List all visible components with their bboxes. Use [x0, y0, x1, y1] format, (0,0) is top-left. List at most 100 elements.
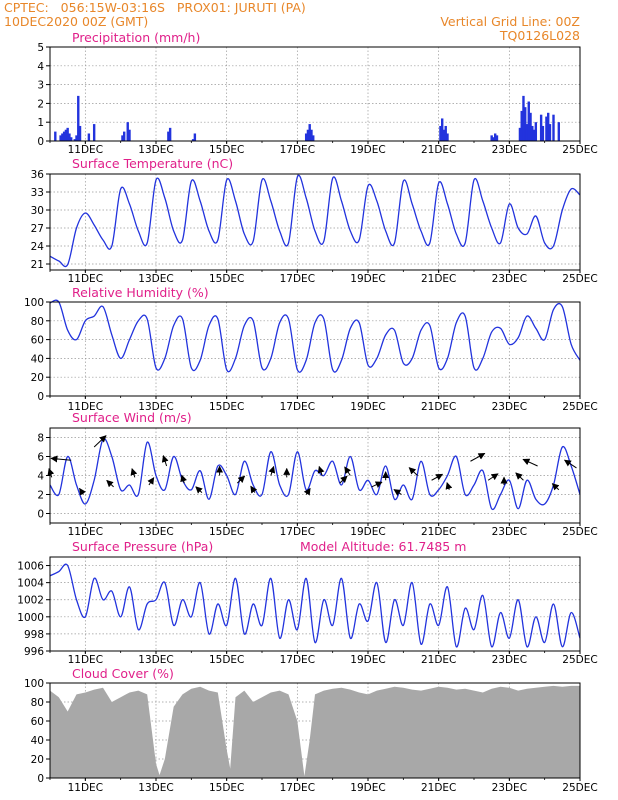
precip-bar	[61, 133, 64, 141]
panel-cloud-cover: Cloud Cover (%) 11DEC 13DEC 15DEC 17DEC 19DE…	[24, 666, 598, 794]
pressure-xtick-label: 15DEC	[209, 654, 244, 666]
wind-arrow	[344, 466, 352, 476]
humidity-xtick-label: 11DEC	[68, 401, 103, 413]
humidity-xtick-label: 21DEC	[421, 401, 456, 413]
cloud-xtick-label: 11DEC	[68, 782, 103, 794]
precip-bar	[529, 112, 532, 141]
precip-bar	[490, 135, 493, 141]
precip-bar	[441, 118, 444, 141]
wind-title: Surface Wind (m/s)	[72, 410, 192, 425]
wind-ytick-label: 4	[37, 471, 44, 483]
precip-bar	[495, 135, 499, 141]
pressure-xtick-label: 25DEC	[562, 654, 597, 666]
cloud-cover-area	[50, 685, 580, 778]
wind-ytick-label: 6	[37, 452, 44, 464]
header-grid-note: Vertical Grid Line: 00Z	[440, 14, 580, 29]
precip-bar	[531, 125, 534, 141]
temperature-xtick-label: 21DEC	[421, 273, 456, 285]
temperature-title: Surface Temperature (nC)	[72, 156, 233, 171]
precip-ytick-label: 1	[37, 117, 44, 129]
wind-arrow	[563, 459, 577, 469]
humidity-xtick-label: 17DEC	[280, 401, 315, 413]
humidity-title: Relative Humidity (%)	[72, 285, 209, 300]
temperature-xtick-label: 15DEC	[209, 273, 244, 285]
pressure-plot: 11DEC 13DEC 15DEC 17DEC 19DEC 21DEC 23DEC 25DEC…	[17, 556, 598, 666]
wind-arrow	[371, 481, 383, 488]
wind-arrow	[161, 455, 169, 467]
precip-bar	[494, 133, 497, 141]
wind-arrow	[339, 475, 348, 484]
humidity-ytick-label: 0	[37, 391, 44, 403]
precip-bar	[191, 139, 195, 141]
humidity-xtick-label: 19DEC	[350, 401, 385, 413]
precip-bar	[534, 122, 538, 141]
cloud-xtick-label: 13DEC	[138, 782, 173, 794]
humidity-plot: 11DEC 13DEC 15DEC 17DEC 19DEC 21DEC 23DEC 25DEC…	[24, 297, 598, 413]
precip-bar	[539, 114, 543, 141]
wind-xtick-label: 11DEC	[68, 526, 103, 538]
precip-bar	[306, 129, 310, 141]
wind-arrow	[250, 485, 258, 494]
cloud-ytick-label: 40	[31, 735, 44, 747]
precip-bar	[62, 131, 66, 141]
temperature-xtick-label: 11DEC	[68, 273, 103, 285]
wind-xtick-label: 23DEC	[492, 526, 527, 538]
cloud-frame	[49, 682, 581, 779]
precip-plot: 11DEC 13DEC 15DEC 17DEC 19DEC 21DEC 23DEC 25DEC…	[37, 42, 597, 156]
pressure-xtick-label: 17DEC	[280, 654, 315, 666]
wind-arrow	[180, 474, 187, 484]
precip-bar	[492, 137, 495, 141]
wind-arrow	[317, 465, 325, 476]
wind-arrow	[130, 468, 138, 478]
temperature-xtick-label: 13DEC	[138, 273, 173, 285]
temperature-plot: 11DEC 13DEC 15DEC 17DEC 19DEC 21DEC 23DEC 25DEC…	[31, 169, 598, 285]
precip-bar	[312, 135, 315, 141]
precip-bar	[59, 135, 62, 141]
precip-bar	[444, 125, 447, 141]
precip-ytick-label: 2	[37, 98, 44, 110]
wind-arrow	[487, 473, 499, 481]
precip-bar	[167, 131, 170, 141]
cloud-plot: 11DEC 13DEC 15DEC 17DEC 19DEC 21DEC 23DEC 25DEC…	[24, 678, 598, 794]
pressure-xtick-label: 19DEC	[350, 654, 385, 666]
temperature-xtick-label: 17DEC	[280, 273, 315, 285]
wind-arrow	[408, 467, 418, 476]
precip-bar	[310, 129, 313, 141]
precip-bar	[518, 127, 522, 141]
humidity-ytick-label: 100	[24, 297, 44, 309]
precip-xtick-label: 21DEC	[421, 144, 456, 156]
wind-ytick-label: 0	[37, 509, 44, 521]
wind-xtick-label: 25DEC	[562, 526, 597, 538]
precip-xtick-label: 25DEC	[562, 144, 597, 156]
precip-ytick-label: 5	[37, 42, 44, 54]
precip-bar	[121, 135, 124, 141]
precip-bar	[75, 135, 78, 141]
humidity-line	[49, 299, 581, 373]
precip-bar	[68, 133, 71, 141]
panel-pressure: Surface Pressure (hPa) Model Altitude: 6…	[17, 539, 597, 666]
wind-arrow	[393, 489, 402, 496]
temperature-ytick-label: 30	[31, 205, 44, 217]
precip-bar	[70, 137, 73, 141]
precip-bar	[522, 95, 525, 141]
humidity-frame	[49, 301, 581, 397]
precip-frame	[49, 46, 581, 142]
wind-xtick-label: 13DEC	[138, 526, 173, 538]
cloud-ytick-label: 60	[31, 716, 44, 728]
wind-frame	[49, 427, 581, 524]
precip-bar	[541, 125, 545, 141]
temperature-xtick-label: 19DEC	[350, 273, 385, 285]
precip-bar	[73, 139, 76, 141]
precip-bar	[525, 124, 529, 141]
cloud-xtick-label: 23DEC	[492, 782, 527, 794]
precip-bar	[126, 122, 129, 141]
wind-arrow	[147, 477, 155, 486]
precip-ytick-label: 4	[37, 61, 44, 73]
precip-xtick-label: 11DEC	[68, 144, 103, 156]
precip-bar	[524, 107, 527, 141]
precip-bar	[123, 131, 126, 141]
wind-arrow	[268, 465, 276, 476]
wind-arrow	[551, 483, 560, 491]
cloud-ytick-label: 20	[31, 754, 44, 766]
